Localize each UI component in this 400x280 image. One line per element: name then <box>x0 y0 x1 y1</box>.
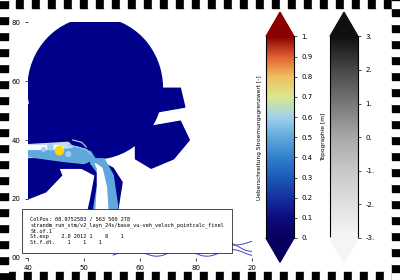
Circle shape <box>48 144 53 150</box>
Polygon shape <box>28 146 64 150</box>
Circle shape <box>42 148 46 151</box>
Polygon shape <box>28 142 73 150</box>
Y-axis label: Ueberschreitung Stroemungsgrenzwert [-]: Ueberschreitung Stroemungsgrenzwert [-] <box>257 75 262 200</box>
Polygon shape <box>50 159 122 246</box>
Polygon shape <box>266 12 294 36</box>
Polygon shape <box>330 12 358 36</box>
Polygon shape <box>28 147 95 164</box>
Polygon shape <box>136 121 189 168</box>
Polygon shape <box>28 93 84 152</box>
Y-axis label: Topographie [m]: Topographie [m] <box>321 113 326 161</box>
Circle shape <box>66 152 70 157</box>
Polygon shape <box>330 238 358 262</box>
Circle shape <box>28 18 162 159</box>
Polygon shape <box>144 88 185 112</box>
Circle shape <box>55 146 63 155</box>
Text: ColPos: 08.9752583 / 563 500 278
strandm_run_stm/v2_layn_24s/base_vu-veh_veloch_: ColPos: 08.9752583 / 563 500 278 strandm… <box>30 216 224 245</box>
Polygon shape <box>266 238 294 262</box>
Polygon shape <box>91 159 118 244</box>
Polygon shape <box>95 164 109 241</box>
Polygon shape <box>28 159 62 199</box>
